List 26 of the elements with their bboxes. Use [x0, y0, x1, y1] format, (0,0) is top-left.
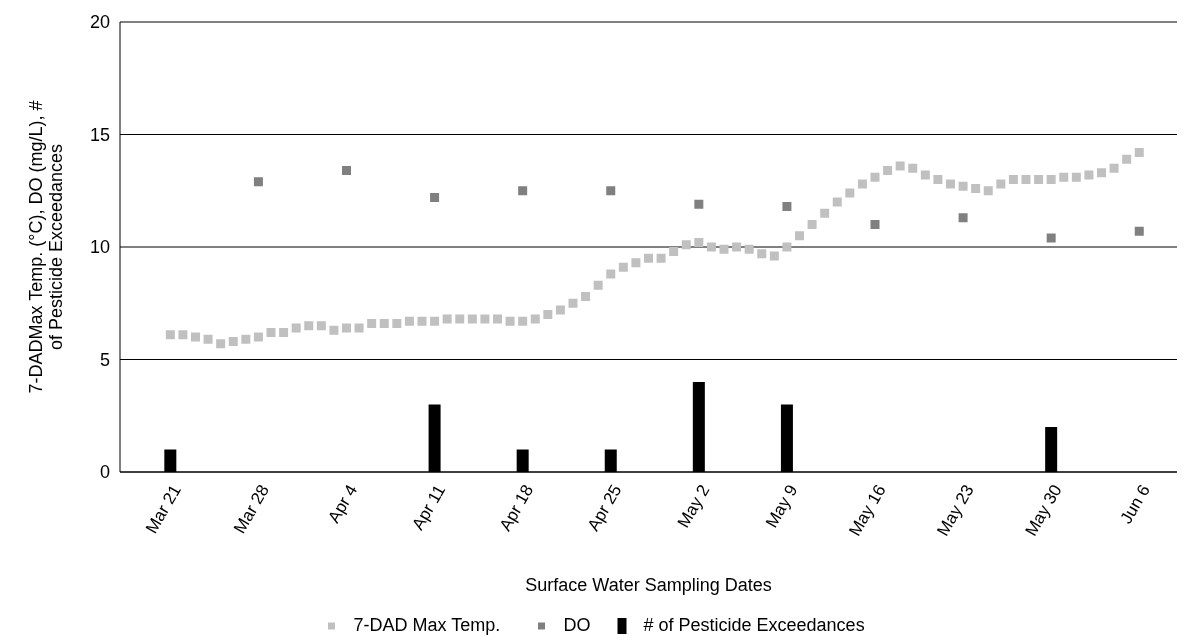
- point: [870, 220, 880, 229]
- point: [1046, 233, 1056, 243]
- x-tick-label: Apr 18: [495, 481, 538, 535]
- x-tick-label: Jun 6: [1116, 481, 1154, 527]
- y-tick-label: 5: [99, 349, 110, 370]
- point: [430, 193, 440, 202]
- point: [253, 177, 263, 187]
- y-axis-title: 7-DADMax Temp. (°C), DO (mg/L), # of Pesticide Exceedances: [26, 100, 66, 394]
- legend-label: DO: [563, 614, 591, 635]
- point: [518, 186, 528, 196]
- y-tick-label: 20: [89, 12, 110, 33]
- legend-label: 7-DAD Max Temp.: [353, 614, 501, 635]
- x-tick-label: Apr 4: [324, 481, 362, 527]
- y-tick-label: 10: [89, 237, 110, 258]
- point: [782, 202, 792, 211]
- x-tick-label: Apr 25: [583, 481, 626, 535]
- y-tick-label: 15: [89, 124, 110, 145]
- x-axis-title: Surface Water Sampling Dates: [525, 575, 772, 595]
- point: [694, 199, 704, 209]
- point: [606, 186, 616, 196]
- point: [958, 213, 968, 223]
- x-tick-label: Apr 11: [408, 481, 450, 534]
- point: [342, 166, 351, 175]
- y-tick-label: 0: [99, 462, 110, 483]
- point: [1134, 226, 1144, 236]
- legend-label: # of Pesticide Exceedances: [643, 614, 865, 635]
